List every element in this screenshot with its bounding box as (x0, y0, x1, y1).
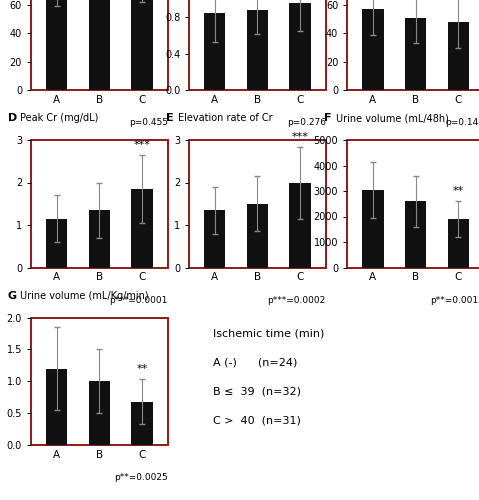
Text: C >  40  (n=31): C > 40 (n=31) (213, 416, 301, 426)
Bar (405, 201, 426, 268)
Text: Urine volume (mL/Kg/min): Urine volume (mL/Kg/min) (20, 291, 149, 301)
Bar (131, 189, 153, 268)
Bar (89, 381, 110, 445)
Bar (362, 190, 384, 268)
Text: Elevation rate of Cr: Elevation rate of Cr (178, 114, 273, 124)
Text: $\bf{G}$: $\bf{G}$ (7, 289, 17, 301)
Text: **: ** (137, 364, 148, 374)
Bar (362, 9, 384, 90)
Text: Urine volume (mL/48h): Urine volume (mL/48h) (336, 114, 449, 124)
Text: $\bf{F}$: $\bf{F}$ (323, 112, 331, 124)
Bar (247, 10, 268, 90)
Text: ***: *** (292, 132, 308, 142)
Bar (247, 204, 268, 268)
Text: **: ** (453, 186, 464, 196)
Bar (131, 402, 153, 445)
Bar (405, 18, 426, 90)
Text: p**=0.0025: p**=0.0025 (114, 473, 168, 482)
Bar (204, 210, 226, 268)
Text: p=0.455: p=0.455 (129, 118, 168, 127)
Text: A (-)      (n=24): A (-) (n=24) (213, 357, 297, 367)
Text: p**=0.0012: p**=0.0012 (430, 296, 479, 304)
Text: p=0.144: p=0.144 (445, 118, 479, 127)
Bar (131, 0, 153, 90)
Bar (89, 210, 110, 268)
Text: p***=0.0001: p***=0.0001 (109, 296, 168, 304)
Bar (204, 12, 226, 90)
Bar (46, 218, 68, 268)
Text: p=0.276: p=0.276 (287, 118, 326, 127)
Bar (89, 0, 110, 90)
Bar (46, 368, 68, 445)
Bar (289, 4, 311, 90)
Bar (447, 22, 469, 90)
Text: Ischemic time (min): Ischemic time (min) (213, 328, 324, 338)
Text: $\bf{E}$: $\bf{E}$ (165, 112, 173, 124)
Bar (289, 184, 311, 268)
Bar (447, 219, 469, 268)
Text: ***: *** (134, 140, 150, 150)
Text: p***=0.0002: p***=0.0002 (267, 296, 326, 304)
Text: $\bf{D}$: $\bf{D}$ (7, 112, 17, 124)
Bar (46, 0, 68, 90)
Text: Peak Cr (mg/dL): Peak Cr (mg/dL) (20, 114, 99, 124)
Text: B ≤  39  (n=32): B ≤ 39 (n=32) (213, 386, 301, 396)
